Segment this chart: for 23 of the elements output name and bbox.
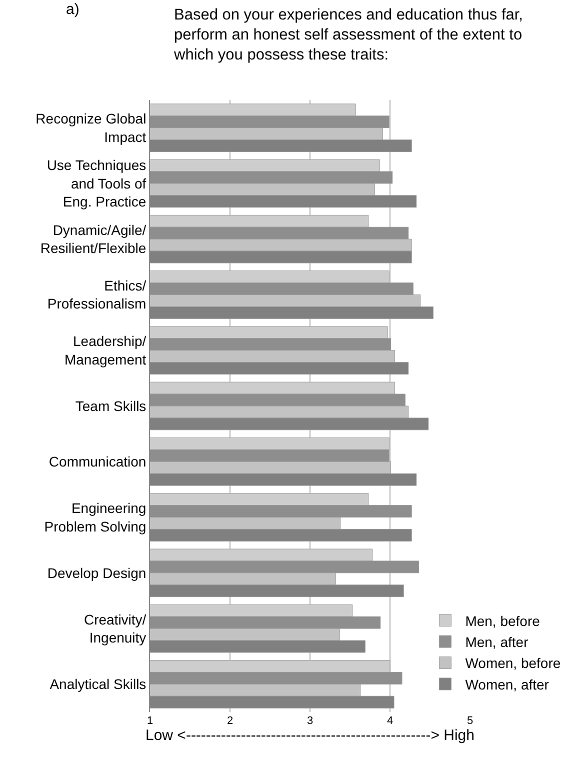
legend-label: Women, before [465,655,561,672]
y-tick-label: Ethics/Professionalism [47,278,146,312]
y-tick-label: Engineering Problem Solving [44,500,146,534]
x-tick-label: 4 [386,715,394,727]
x-tick-label: 3 [306,715,314,727]
legend-label: Men, before [465,612,540,629]
y-tick-label: Analytical Skills [50,676,146,692]
x-tick-label: 2 [226,715,234,727]
y-tick-label: Dynamic/Agile/Resilient/Flexible [40,222,146,256]
y-tick-label: Recognize Global Impact [36,110,146,145]
y-tick-label: Use Techniques and Tools of Eng. Practice [46,157,146,210]
x-tick-label: 1 [146,715,154,727]
legend-label: Men, after [465,634,529,650]
x-tick-label: 5 [466,715,474,727]
y-tick-label: Leadership/Management [64,333,146,368]
y-tick-label: Creativity/Ingenuity [84,611,146,646]
text: a) [66,1,80,18]
legend-label: Women, after [465,676,550,692]
chart-title: Based on your experiences and education thus far, perform an honest self assessment of the extent to which you possess these traits: [173,6,523,64]
y-tick-label: Communication [48,454,146,470]
x-axis-title: Low <-------------------------------------------------> High [146,727,474,744]
y-tick-label: Develop Design [47,564,146,581]
y-tick-label: Team Skills [75,398,146,414]
